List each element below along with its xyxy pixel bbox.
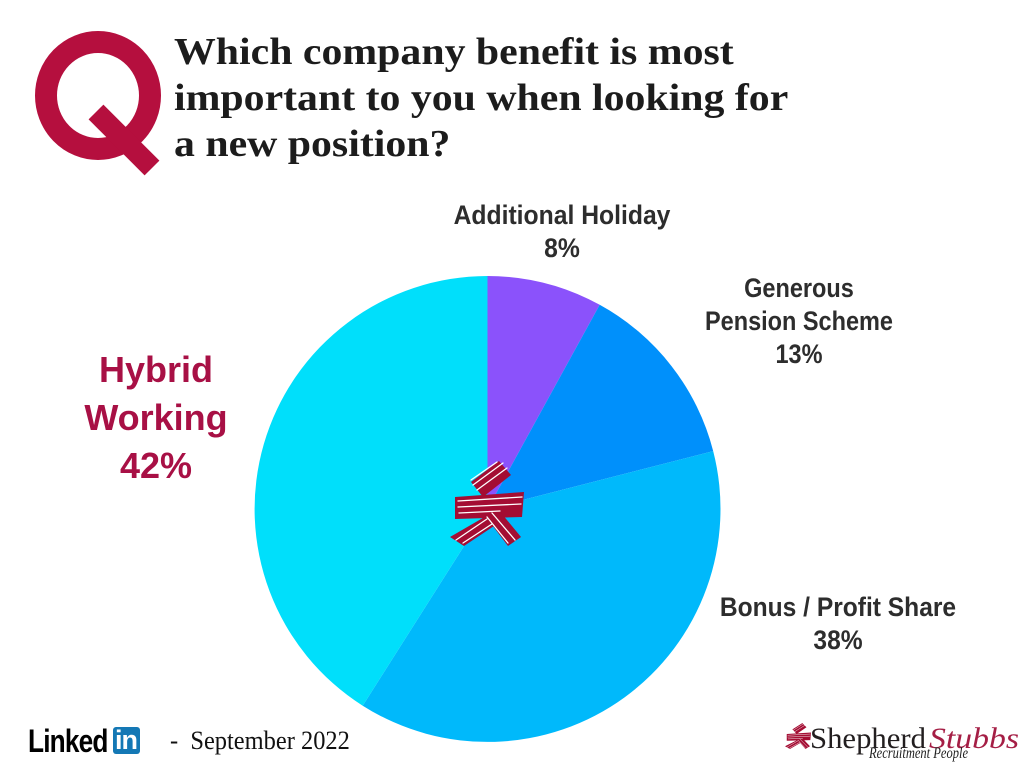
svg-text:Stubbs: Stubbs (929, 722, 1019, 755)
svg-text:Recruitment People: Recruitment People (868, 745, 968, 762)
svg-text:Shepherd: Shepherd (810, 722, 926, 755)
